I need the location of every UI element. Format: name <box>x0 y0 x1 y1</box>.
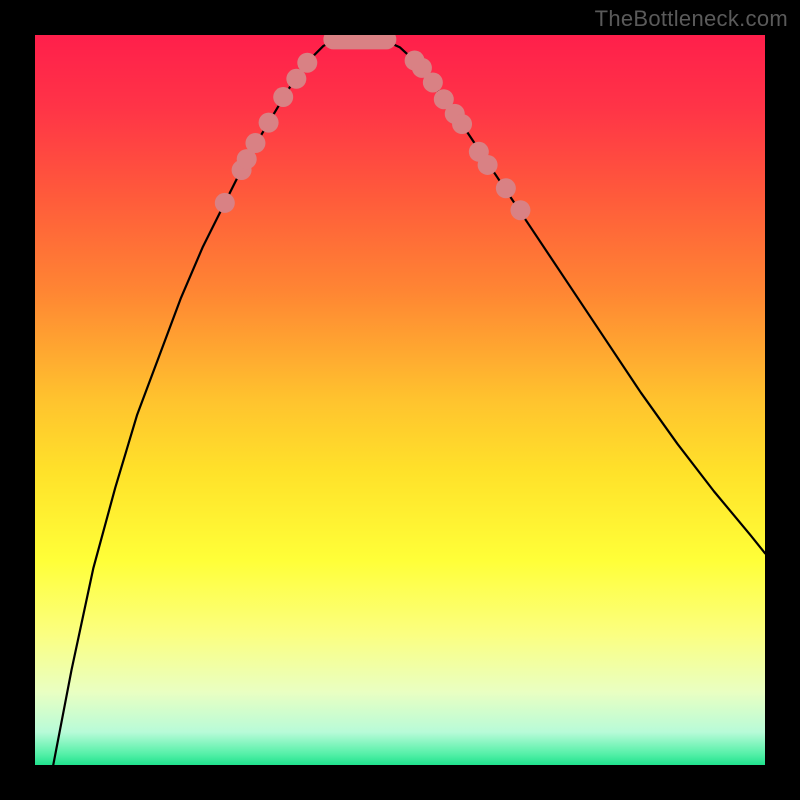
gradient-background <box>35 35 765 765</box>
curve-marker <box>452 114 472 134</box>
curve-marker <box>297 53 317 73</box>
watermark-text: TheBottleneck.com <box>595 6 788 32</box>
curve-marker <box>478 155 498 175</box>
curve-marker <box>423 72 443 92</box>
chart-outer: TheBottleneck.com <box>0 0 800 800</box>
curve-marker <box>259 113 279 133</box>
curve-marker <box>273 87 293 107</box>
chart-svg <box>35 35 765 765</box>
curve-marker <box>510 200 530 220</box>
curve-bottom-band <box>323 35 396 49</box>
curve-marker <box>215 193 235 213</box>
curve-marker <box>245 133 265 153</box>
curve-marker <box>496 178 516 198</box>
plot-area <box>35 35 765 765</box>
